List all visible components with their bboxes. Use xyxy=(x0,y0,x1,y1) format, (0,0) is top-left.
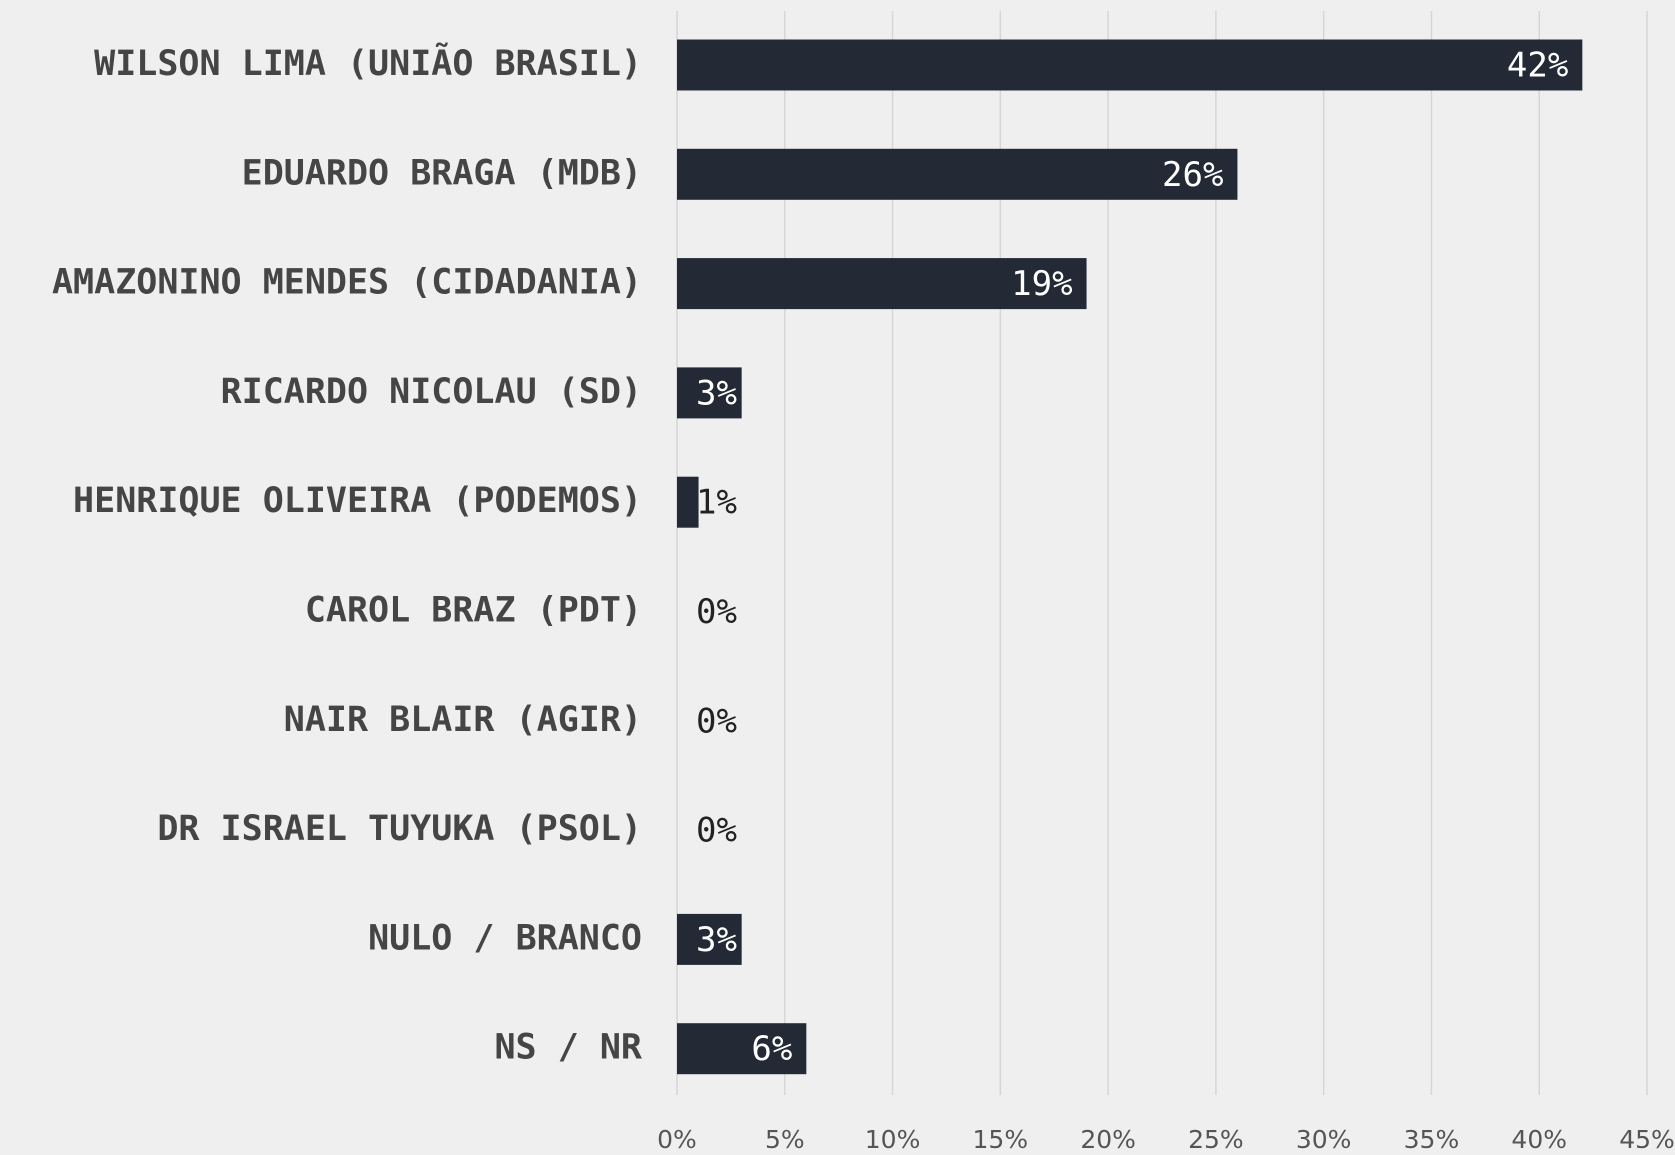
x-tick-label: 25% xyxy=(1188,1125,1244,1154)
bar xyxy=(677,1023,807,1075)
x-tick-label: 30% xyxy=(1296,1125,1352,1154)
x-tick-label: 45% xyxy=(1619,1125,1675,1154)
bar xyxy=(677,258,1087,310)
category-label: AMAZONINO MENDES (CIDADANIA) xyxy=(52,263,642,303)
category-label: HENRIQUE OLIVEIRA (PODEMOS) xyxy=(73,481,642,521)
value-label: 1% xyxy=(696,483,737,523)
value-label: 6% xyxy=(751,1029,792,1069)
value-label: 0% xyxy=(696,701,737,741)
bar xyxy=(677,913,742,965)
x-tick-label: 0% xyxy=(657,1125,697,1154)
category-label: CAROL BRAZ (PDT) xyxy=(305,591,642,631)
value-label: 3% xyxy=(696,373,737,413)
bar xyxy=(677,367,742,419)
x-tick-label: 35% xyxy=(1404,1125,1460,1154)
value-label: 26% xyxy=(1162,155,1223,195)
x-tick-label: 40% xyxy=(1511,1125,1567,1154)
category-label: EDUARDO BRAGA (MDB) xyxy=(242,153,642,193)
x-tick-label: 15% xyxy=(973,1125,1029,1154)
category-label: RICARDO NICOLAU (SD) xyxy=(221,372,642,412)
x-tick-label: 10% xyxy=(865,1125,921,1154)
bar xyxy=(677,476,699,528)
category-label: NS / NR xyxy=(494,1028,642,1068)
category-label: DR ISRAEL TUYUKA (PSOL) xyxy=(157,809,642,849)
x-tick-label: 20% xyxy=(1080,1125,1136,1154)
bar xyxy=(677,39,1583,91)
category-label: NULO / BRANCO xyxy=(368,918,642,958)
value-label: 42% xyxy=(1507,46,1568,86)
bar xyxy=(677,148,1238,200)
value-label: 3% xyxy=(696,920,737,960)
x-tick-label: 5% xyxy=(765,1125,805,1154)
category-label: WILSON LIMA (UNIÃO BRASIL) xyxy=(94,42,642,84)
value-label: 0% xyxy=(696,811,737,851)
value-label: 0% xyxy=(696,592,737,632)
value-label: 19% xyxy=(1011,264,1072,304)
category-label: NAIR BLAIR (AGIR) xyxy=(284,700,642,740)
